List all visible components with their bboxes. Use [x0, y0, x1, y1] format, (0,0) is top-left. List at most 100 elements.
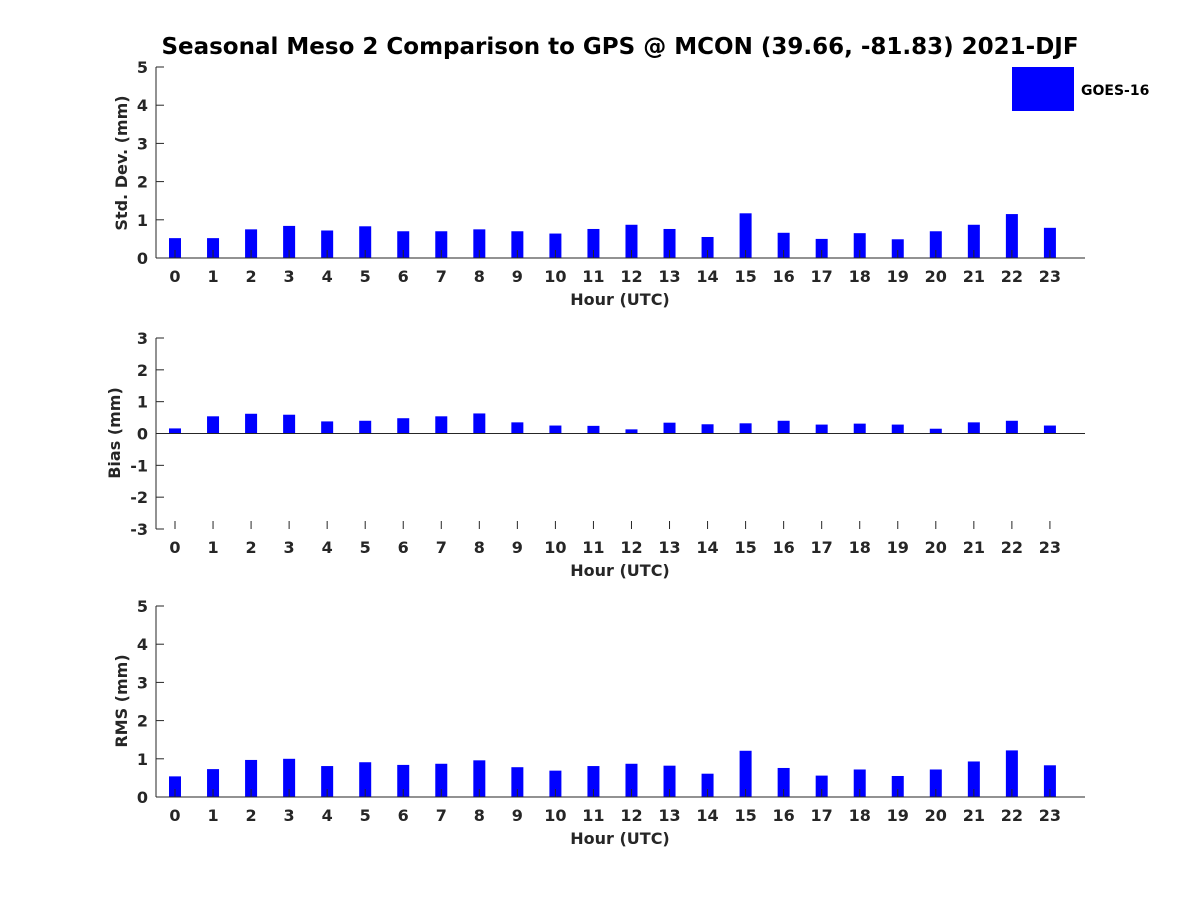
std-dev-bar-1 [207, 238, 220, 258]
std-dev-x-tick-label: 12 [620, 267, 642, 286]
rms-x-tick-label: 18 [849, 806, 871, 825]
rms-bar-16 [777, 767, 790, 797]
std-dev-x-tick-label: 9 [512, 267, 523, 286]
bias-bar-0 [169, 428, 181, 434]
bias-x-tick-label: 12 [620, 538, 642, 557]
bias-bar-3 [283, 414, 296, 434]
rms-x-tick-label: 12 [620, 806, 642, 825]
std-dev-bar-17 [815, 238, 828, 258]
bias-bar-21 [967, 422, 980, 434]
rms-bar-7 [435, 763, 448, 797]
std-dev-x-tick-label: 15 [734, 267, 756, 286]
bias-bar-12 [625, 429, 638, 434]
rms-bar-20 [929, 769, 942, 797]
legend: GOES-16 [1012, 67, 1149, 111]
rms-y-axis-label: RMS (mm) [112, 654, 131, 747]
std-dev-x-tick-label: 6 [398, 267, 409, 286]
std-dev-x-tick-label: 4 [322, 267, 333, 286]
legend-swatch [1012, 67, 1074, 111]
figure-title: Seasonal Meso 2 Comparison to GPS @ MCON… [161, 34, 1078, 60]
rms-bar-11 [587, 766, 600, 797]
std-dev-y-tick-label: 3 [137, 134, 148, 153]
rms-bar-6 [397, 764, 410, 797]
rms-bar-2 [245, 759, 258, 797]
bias-x-tick-label: 2 [246, 538, 257, 557]
std-dev-x-tick-label: 10 [544, 267, 566, 286]
rms-x-tick-label: 2 [246, 806, 257, 825]
bias-x-tick-label: 9 [512, 538, 523, 557]
bias-x-tick-label: 0 [169, 538, 180, 557]
rms-y-tick-label: 1 [137, 750, 148, 769]
std-dev-bar-15 [739, 213, 752, 258]
bias-x-tick-label: 4 [322, 538, 333, 557]
std-dev-bar-10 [549, 233, 562, 258]
rms-x-tick-label: 20 [925, 806, 947, 825]
bias-x-tick-label: 14 [696, 538, 718, 557]
bias-x-tick-label: 11 [582, 538, 604, 557]
rms-x-tick-label: 13 [658, 806, 680, 825]
rms-bar-1 [207, 769, 220, 797]
bias-x-tick-label: 13 [658, 538, 680, 557]
rms-bar-17 [815, 775, 828, 797]
bias-bar-18 [853, 423, 866, 434]
std-dev-bar-16 [777, 232, 790, 258]
std-dev-bar-4 [321, 230, 334, 258]
rms-x-tick-label: 10 [544, 806, 566, 825]
rms-x-tick-label: 11 [582, 806, 604, 825]
std-dev-bar-11 [587, 228, 600, 258]
rms-bar-18 [853, 769, 866, 797]
rms-x-tick-label: 22 [1001, 806, 1023, 825]
bias-y-tick-label: 2 [137, 361, 148, 380]
std-dev-x-tick-label: 18 [849, 267, 871, 286]
std-dev-bar-3 [283, 225, 296, 258]
bias-x-tick-label: 15 [734, 538, 756, 557]
bias-y-tick-label: 3 [137, 329, 148, 348]
std-dev-x-tick-label: 2 [246, 267, 257, 286]
rms-y-tick-label: 2 [137, 712, 148, 731]
std-dev-y-axis-label: Std. Dev. (mm) [112, 95, 131, 230]
std-dev-bar-18 [853, 233, 866, 258]
bias-x-tick-label: 3 [284, 538, 295, 557]
bias-bar-13 [663, 422, 676, 434]
bias-y-tick-label: -3 [130, 520, 148, 539]
bias-x-tick-label: 17 [811, 538, 833, 557]
bias-bar-16 [777, 420, 790, 434]
std-dev-bar-9 [511, 231, 524, 258]
rms-bar-3 [283, 758, 296, 797]
std-dev-bar-2 [245, 229, 258, 258]
bias-bar-6 [397, 418, 410, 434]
rms-x-tick-label: 3 [284, 806, 295, 825]
bias-bar-23 [1043, 425, 1056, 434]
bias-bar-8 [473, 413, 486, 434]
bias-bar-9 [511, 422, 524, 434]
std-dev-bar-8 [473, 229, 486, 258]
bias-y-tick-label: 1 [137, 393, 148, 412]
bias-x-tick-label: 23 [1039, 538, 1061, 557]
std-dev-x-tick-label: 19 [887, 267, 909, 286]
bias-x-tick-label: 7 [436, 538, 447, 557]
std-dev-bar-20 [929, 231, 942, 258]
std-dev-bar-19 [891, 239, 904, 258]
rms-x-tick-label: 0 [169, 806, 180, 825]
std-dev-y-tick-label: 0 [137, 249, 148, 268]
std-dev-y-tick-label: 1 [137, 211, 148, 230]
std-dev-y-tick-label: 2 [137, 173, 148, 192]
std-dev-bar-7 [435, 231, 448, 258]
bias-x-tick-label: 16 [773, 538, 795, 557]
bias-bar-7 [435, 416, 448, 434]
rms-bar-15 [739, 750, 752, 797]
std-dev-x-axis-label: Hour (UTC) [570, 290, 670, 309]
bias-x-tick-label: 10 [544, 538, 566, 557]
bias-x-tick-label: 18 [849, 538, 871, 557]
rms-bar-19 [891, 775, 904, 797]
rms-bar-22 [1005, 750, 1018, 797]
rms-x-tick-label: 21 [963, 806, 985, 825]
std-dev-x-tick-label: 22 [1001, 267, 1023, 286]
bias-bar-4 [321, 421, 334, 434]
std-dev-bar-12 [625, 224, 638, 258]
rms-bar-9 [511, 767, 524, 797]
rms-y-tick-label: 0 [137, 788, 148, 807]
bias-y-tick-label: 0 [137, 425, 148, 444]
rms-bar-13 [663, 765, 676, 797]
